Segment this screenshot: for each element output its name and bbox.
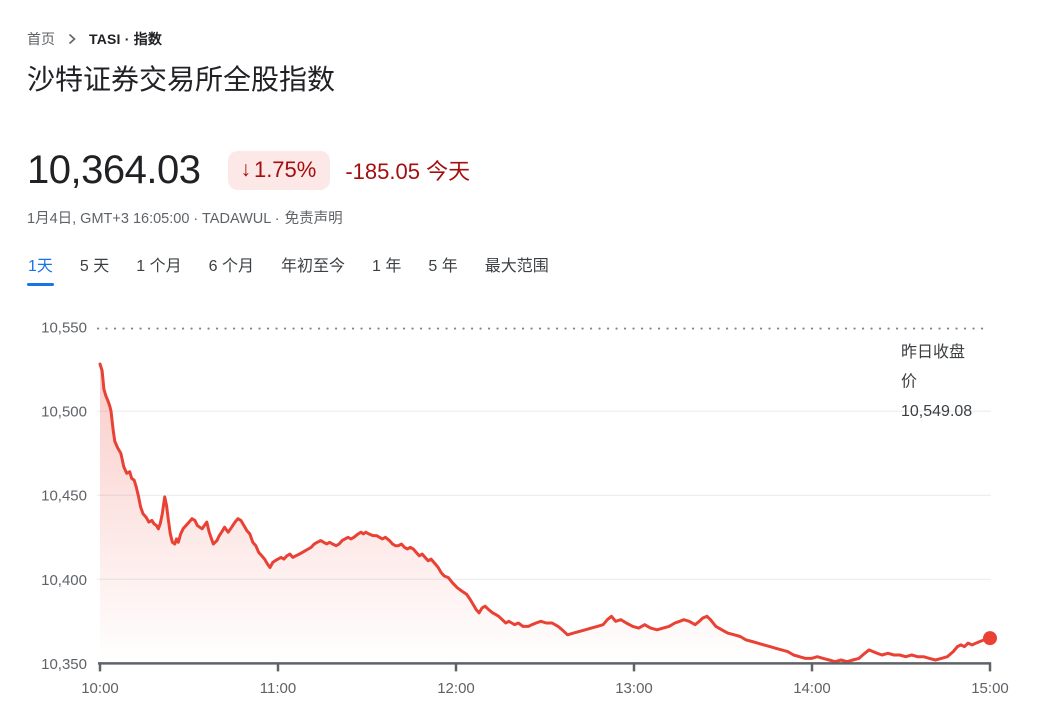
svg-text:10,500: 10,500	[41, 404, 87, 421]
quote-timestamp: 1月4日, GMT+3 16:05:00 · TADAWUL ·	[27, 211, 280, 227]
svg-text:13:00: 13:00	[615, 680, 653, 697]
down-arrow-icon: ↓	[240, 157, 251, 181]
tab-6m[interactable]: 6 个月	[208, 258, 254, 275]
tab-max[interactable]: 最大范围	[484, 258, 549, 275]
change-absolute: -185.05 今天	[345, 159, 471, 184]
price-line	[98, 362, 992, 664]
tab-ytd[interactable]: 年初至今	[280, 258, 345, 275]
svg-text:15:00: 15:00	[971, 680, 1009, 697]
disclaimer-link[interactable]: 免责声明	[284, 211, 343, 227]
tab-1y[interactable]: 1 年	[372, 258, 402, 275]
price-value: 10,364.03	[27, 147, 201, 192]
page-title: 沙特证券交易所全股指数	[27, 64, 336, 95]
x-axis-labels: 10:00 11:00 12:00 13:00 14:00 15:00	[81, 680, 1009, 697]
breadcrumb-home-link[interactable]: 首页	[27, 31, 55, 47]
svg-text:价: 价	[901, 374, 917, 391]
svg-text:10,400: 10,400	[41, 572, 87, 589]
svg-text:12:00: 12:00	[437, 680, 475, 697]
y-axis-labels: 10,550 10,500 10,450 10,400 10,350	[41, 320, 87, 673]
x-axis	[98, 662, 992, 672]
tab-1d[interactable]: 1天	[27, 252, 54, 286]
tab-1m[interactable]: 1 个月	[136, 258, 182, 275]
tab-5y[interactable]: 5 年	[428, 258, 458, 275]
breadcrumb-current: TASI · 指数	[89, 31, 163, 47]
svg-text:10,549.08: 10,549.08	[901, 403, 972, 420]
chevron-right-icon	[66, 33, 78, 45]
svg-text:10,550: 10,550	[41, 320, 87, 337]
quote-meta: 1月4日, GMT+3 16:05:00 · TADAWUL · 免责声明	[27, 207, 343, 228]
svg-text:10:00: 10:00	[81, 680, 119, 697]
tab-5d[interactable]: 5 天	[79, 258, 110, 275]
price-chart[interactable]: 10,550 10,500 10,450 10,400 10,350 10:00 11:00…	[0, 310, 1041, 714]
latest-price-dot	[983, 631, 997, 646]
svg-text:10,350: 10,350	[41, 656, 87, 673]
svg-text:11:00: 11:00	[260, 680, 296, 697]
breadcrumb: 首页 TASI · 指数	[27, 30, 162, 48]
svg-text:10,450: 10,450	[41, 488, 87, 505]
svg-text:14:00: 14:00	[793, 680, 831, 697]
change-percent-badge: ↓ 1.75%	[228, 150, 331, 190]
series-area-fill	[100, 364, 990, 664]
quote-row: 10,364.03 ↓ 1.75% -185.05 今天	[27, 144, 470, 196]
svg-text:昨日收盘: 昨日收盘	[901, 342, 965, 361]
range-tabs: 1天 5 天 1 个月 6 个月 年初至今 1 年 5 年 最大范围	[27, 252, 549, 286]
change-percent: 1.75%	[253, 156, 317, 182]
